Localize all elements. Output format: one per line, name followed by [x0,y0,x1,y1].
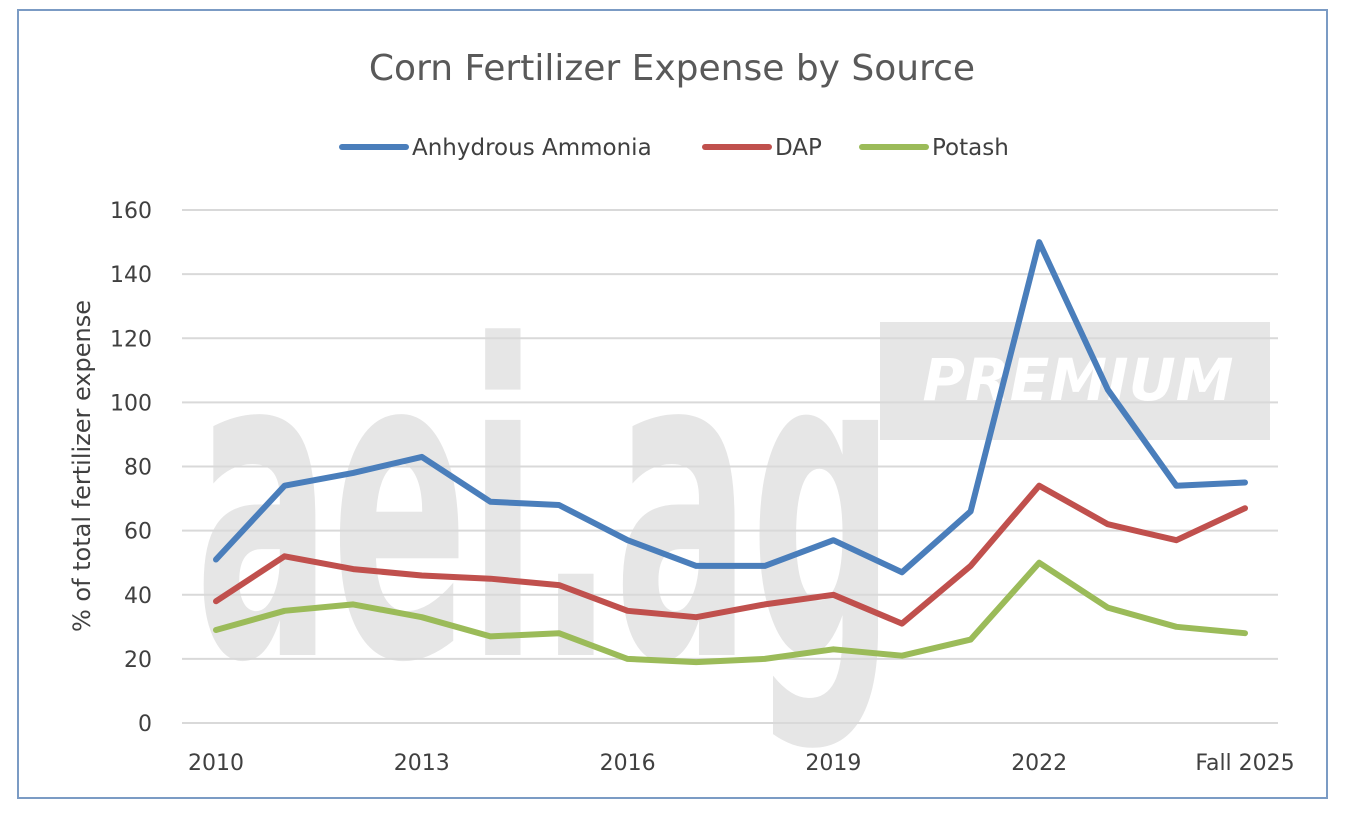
legend-label: Anhydrous Ammonia [412,135,652,161]
y-tick-label: 100 [110,391,152,416]
y-tick-label: 160 [110,199,152,224]
watermark-badge-text: PREMIUM [923,346,1234,414]
x-axis-ticks: 2010 2013 2016 2019 2022 Fall 2025 [188,751,1295,776]
x-tick-label: 2013 [394,751,450,776]
y-tick-label: 20 [124,648,152,673]
y-tick-label: 140 [110,263,152,288]
x-tick-label: 2019 [805,751,861,776]
series-lines [213,239,1248,666]
legend-label: Potash [932,135,1009,161]
chart-title: Corn Fertilizer Expense by Source [369,48,975,89]
watermark-logo: aei.ag PREMIUM [195,257,1270,757]
series-line-dap [213,482,1248,627]
y-axis-ticks: 0 20 40 60 80 100 120 140 160 [110,199,152,737]
x-tick-label: 2010 [188,751,244,776]
gridlines [182,209,1278,724]
y-tick-label: 120 [110,327,152,352]
y-tick-label: 80 [124,456,152,481]
x-tick-label: 2016 [600,751,656,776]
y-tick-label: 40 [124,584,152,609]
y-tick-label: 60 [124,520,152,545]
series-line-potash [213,559,1248,666]
y-tick-label: 0 [138,712,152,737]
series-line-anhydrous-ammonia [213,239,1248,576]
x-tick-label: Fall 2025 [1195,751,1294,776]
legend: Anhydrous Ammonia DAP Potash [339,135,1009,161]
y-axis-label: % of total fertilizer expense [68,300,96,632]
watermark-badge [880,322,1270,440]
x-tick-label: 2022 [1011,751,1067,776]
legend-label: DAP [775,135,822,161]
